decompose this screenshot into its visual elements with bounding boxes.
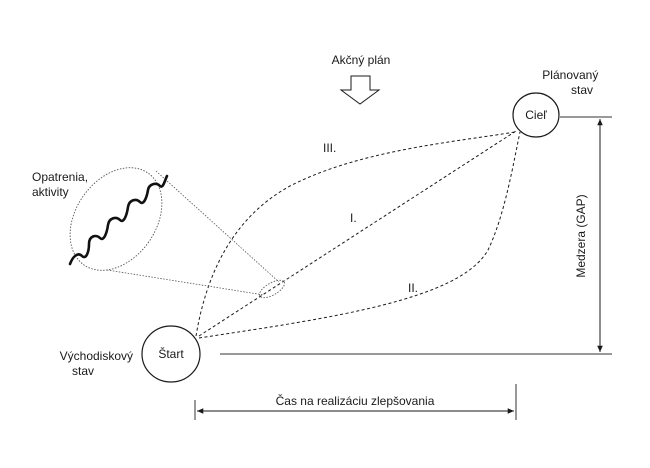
planned-state-label: Plánovaný stav: [542, 68, 601, 97]
goal-node: [512, 92, 560, 138]
activities-squiggle-icon: [68, 174, 169, 266]
callout-connector-bottom: [100, 268, 265, 296]
action-plan-label: Akčný plán: [332, 53, 391, 67]
path-3-upper: [195, 131, 516, 337]
gap-label: Medzera (GAP): [574, 194, 588, 277]
activities-source-ellipse: [259, 279, 285, 299]
callout-line1: Opatrenia,: [32, 170, 88, 184]
planned-state-line1: Plánovaný: [542, 68, 598, 82]
callout-line2: aktivity: [32, 185, 69, 199]
action-plan-arrow-icon: [339, 75, 381, 105]
callout-connector-top: [155, 170, 280, 283]
path-3-label: III.: [323, 141, 336, 155]
goal-label: Cieľ: [525, 108, 547, 122]
callout-label: Opatrenia, aktivity: [32, 170, 91, 199]
path-1-straight: [198, 130, 517, 337]
start-state-line2: stav: [72, 364, 94, 378]
path-2-lower: [198, 131, 521, 339]
start-label: Štart: [158, 346, 184, 361]
start-node: [141, 325, 201, 383]
start-state-line1: Východiskový: [60, 349, 133, 363]
path-2-label: II.: [408, 281, 418, 295]
path-1-label: I.: [350, 211, 357, 225]
start-state-label: Východiskový stav: [60, 349, 137, 378]
planned-state-line2: stav: [571, 83, 593, 97]
time-label: Čas na realizáciu zlepšovania: [276, 393, 435, 408]
